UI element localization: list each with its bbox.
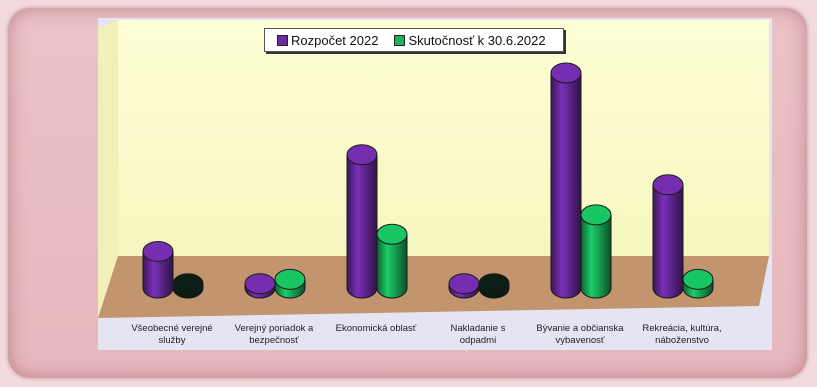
category-label-line: Ekonomická oblasť [335, 323, 417, 334]
category-label-1: Verejný poriadok a bezpečnosť [224, 323, 324, 347]
legend-item-budget: Rozpočet 2022 [277, 33, 378, 48]
legend-swatch-actual [394, 34, 406, 46]
category-label-line: Nakladanie s [450, 323, 506, 334]
category-label-line: odpadmi [459, 335, 497, 346]
category-label-line: náboženstvo [655, 335, 709, 346]
bar-budget-0 [142, 240, 174, 299]
bar-budget-1 [244, 273, 276, 299]
bar-actual-5 [682, 268, 714, 299]
bar-actual-2 [376, 223, 408, 299]
legend-swatch-budget [277, 34, 288, 46]
category-label-line: Všeobecné verejné [131, 323, 213, 334]
category-label-line: bezpečnosť [249, 335, 299, 346]
category-label-line: služby [158, 335, 186, 346]
category-label-0: Všeobecné verejné služby [122, 323, 222, 347]
category-label-3: Nakladanie s odpadmi [428, 323, 528, 347]
legend-label-budget: Rozpočet 2022 [291, 32, 379, 48]
bar-actual-0 [172, 273, 204, 299]
bar-actual-4 [580, 204, 612, 299]
category-label-line: Verejný poriadok a [234, 323, 314, 334]
bar-budget-4 [550, 62, 582, 299]
category-label-line: Bývanie a občianska [536, 323, 624, 334]
legend-label-actual: Skutočnosť k 30.6.2022 [408, 32, 546, 48]
bar-actual-3 [478, 273, 510, 299]
category-label-line: Rekreácia, kultúra, [642, 323, 722, 334]
category-label-4: Bývanie a občianska vybavenosť [530, 323, 630, 347]
legend-item-actual: Skutočnosť k 30.6.2022 [394, 32, 546, 48]
category-label-line: vybavenosť [555, 335, 605, 346]
category-label-5: Rekreácia, kultúra, náboženstvo [632, 323, 732, 347]
category-label-2: Ekonomická oblasť [326, 323, 426, 335]
legend: Rozpočet 2022 Skutočnosť k 30.6.2022 [264, 28, 564, 52]
side-wall [98, 20, 118, 318]
bar-budget-2 [346, 144, 378, 299]
bar-budget-5 [652, 174, 684, 299]
bar-actual-1 [274, 268, 306, 299]
bar-budget-3 [448, 273, 480, 299]
